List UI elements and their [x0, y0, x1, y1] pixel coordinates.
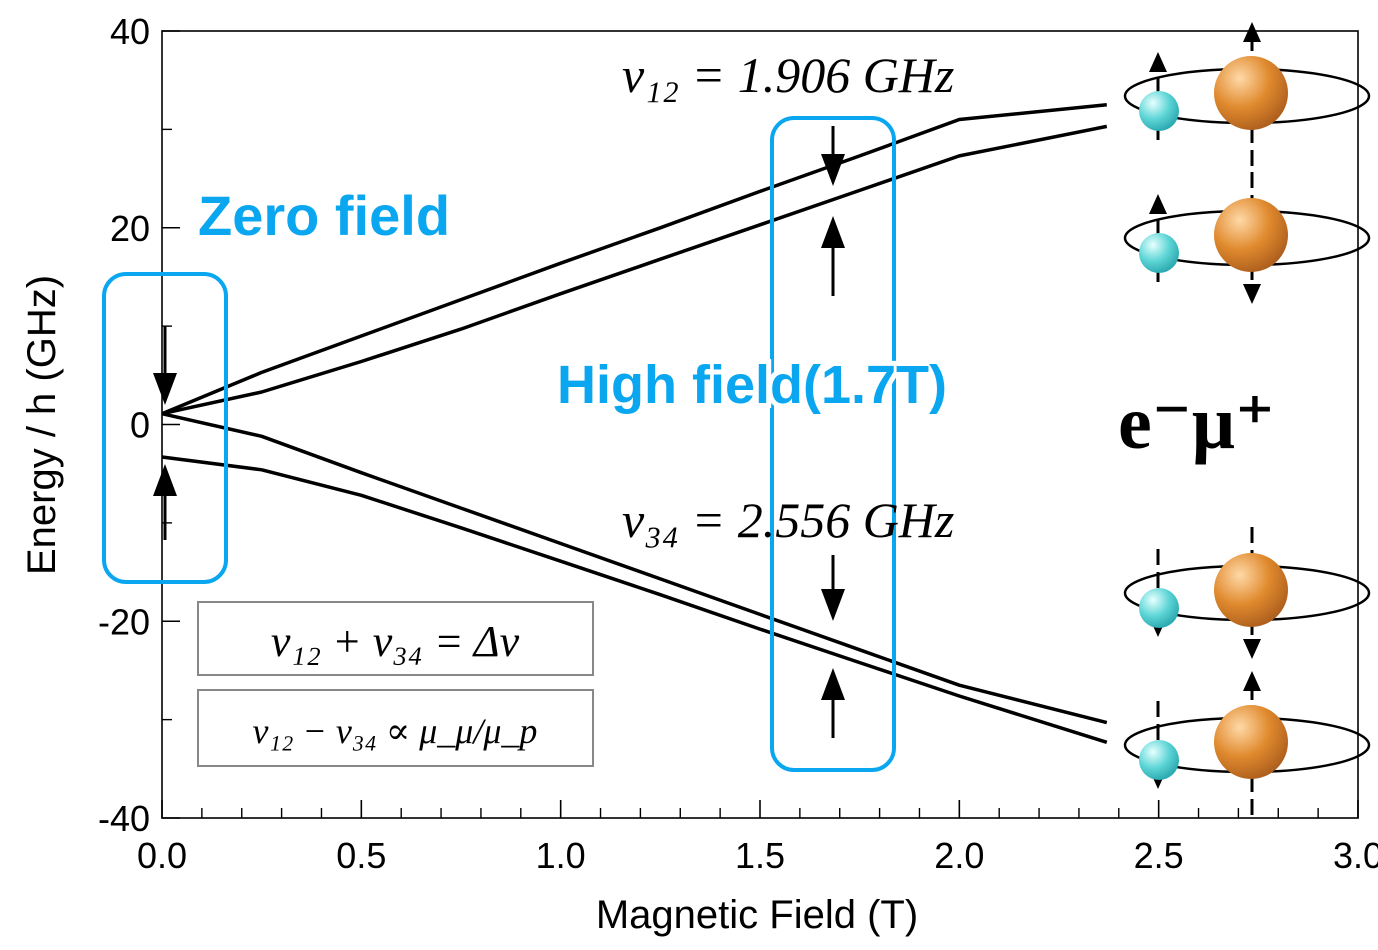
y-tick-label: 20 — [110, 208, 150, 249]
spin-arrowhead — [1243, 284, 1261, 304]
x-axis-label: Magnetic Field (T) — [596, 893, 918, 937]
zero-field-arrows — [153, 326, 177, 540]
zero-field-box — [102, 272, 228, 584]
system-label: e⁻μ⁺ — [1118, 381, 1275, 465]
spin-arrowhead — [1243, 22, 1261, 42]
x-tick-label: 2.0 — [934, 835, 984, 876]
series-line-1 — [161, 103, 1107, 416]
series-group — [161, 103, 1108, 744]
electron-sphere — [1139, 233, 1179, 273]
relation-ratio: ν₁₂ − ν₃₄ ∝ μ_μ/μ_p — [253, 711, 538, 751]
relation-box-2 — [197, 689, 594, 767]
electron-sphere — [1139, 740, 1179, 780]
muon-sphere — [1214, 553, 1288, 627]
series-line-2 — [161, 124, 1108, 416]
muon-sphere — [1214, 705, 1288, 779]
x-tick-label: 3.0 — [1333, 835, 1378, 876]
x-tick-label: 1.0 — [536, 835, 586, 876]
muon-sphere — [1214, 56, 1288, 130]
high-field-label: High field(1.7T) — [557, 355, 947, 415]
zero-field-label: Zero field — [198, 184, 450, 247]
y-tick-label: -20 — [98, 601, 150, 642]
spin-state-4 — [1123, 671, 1371, 815]
spin-state-1 — [1123, 22, 1371, 166]
series-line-3 — [161, 411, 1108, 725]
electron-sphere — [1139, 588, 1179, 628]
x-tick-label: 1.5 — [735, 835, 785, 876]
y-axis-label: Energy / h (GHz) — [20, 275, 64, 575]
series-line-4 — [161, 455, 1108, 744]
spin-state-2 — [1123, 172, 1371, 304]
electron-sphere — [1139, 91, 1179, 131]
nu12-label: ν₁₂ = 1.906 GHz — [622, 47, 954, 103]
nu34-label: ν₃₄ = 2.556 GHz — [622, 492, 954, 548]
x-tick-label: 2.5 — [1134, 835, 1184, 876]
y-tick-label: -40 — [98, 798, 150, 839]
relation-box-1 — [197, 601, 594, 676]
spin-states — [1123, 22, 1371, 815]
x-tick-label: 0.5 — [336, 835, 386, 876]
relation-sum: ν₁₂ + ν₃₄ = Δν — [271, 617, 520, 666]
axis-ticks: 0.0 0.5 1.0 1.5 2.0 2.5 3.0 40 20 0 -20 -40 — [98, 11, 1378, 876]
y-tick-label: 0 — [130, 405, 150, 446]
high-field-box — [770, 116, 896, 772]
high-field-arrows — [821, 126, 845, 738]
x-tick-label: 0.0 — [137, 835, 187, 876]
muon-sphere — [1214, 198, 1288, 272]
spin-arrowhead — [1149, 52, 1167, 72]
spin-arrowhead — [1243, 639, 1261, 659]
y-tick-label: 40 — [110, 11, 150, 52]
spin-arrowhead — [1243, 671, 1261, 691]
spin-state-3 — [1123, 527, 1371, 659]
spin-arrowhead — [1149, 194, 1167, 214]
